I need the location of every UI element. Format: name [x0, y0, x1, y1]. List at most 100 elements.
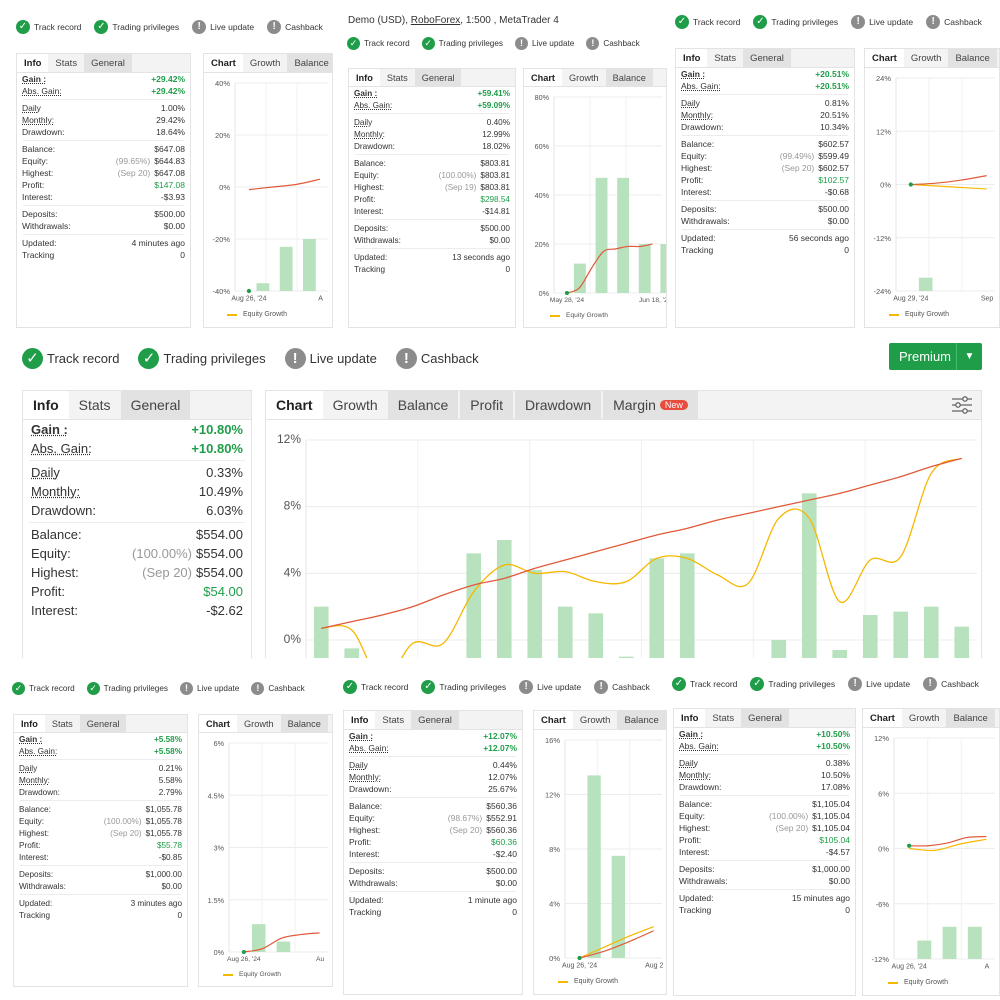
tab-stats[interactable]: Stats [386, 72, 408, 83]
stat-row-gain: Gain : +29.42% [17, 73, 190, 85]
chart-legend[interactable]: Equity Growth [223, 971, 281, 978]
tab-growth[interactable]: Growth [904, 49, 949, 67]
y-tick-label: 0% [549, 954, 560, 963]
premium-button[interactable]: Premium ▼ [889, 343, 982, 370]
badge-trading-privileges[interactable]: ✓ Trading privileges [94, 20, 179, 34]
tab-drawdown[interactable]: Drawdown [514, 391, 602, 419]
tab-stats[interactable]: Stats [55, 57, 78, 69]
tab-chart[interactable]: Chart [865, 49, 904, 67]
chart-panel: Chart Growth Balance 40% 20% 0% -20% -40% Aug 26… [203, 53, 333, 328]
tab-info[interactable]: Info [344, 711, 376, 729]
tab-balance[interactable]: Balance [280, 715, 328, 732]
tab-chart[interactable]: Chart [204, 54, 243, 72]
badge-trading-privileges[interactable]: ✓ Trading privileges [750, 677, 835, 691]
chart-legend[interactable]: Equity Growth [888, 979, 948, 986]
badge-track-record[interactable]: ✓ Track record [22, 348, 119, 369]
tab-growth[interactable]: Growth [323, 391, 388, 419]
tab-growth[interactable]: Growth [902, 709, 947, 727]
badge-trading-privileges[interactable]: ✓ Trading privileges [138, 348, 266, 369]
badge-trading-privileges[interactable]: ✓ Trading privileges [86, 682, 168, 695]
tab-info[interactable]: Info [23, 391, 69, 419]
y-tick-label: 8% [284, 499, 302, 513]
tab-growth[interactable]: Growth [237, 715, 281, 732]
badge-strip: ✓ Track record ✓ Trading privileges ! Live up… [343, 680, 663, 694]
tab-general[interactable]: General [411, 711, 459, 729]
tab-balance[interactable]: Balance [605, 69, 653, 86]
badge-trading-privileges[interactable]: ✓ Trading privileges [421, 680, 506, 694]
tab-growth[interactable]: Growth [573, 711, 618, 729]
tab-info[interactable]: Info [676, 49, 708, 67]
tab-general[interactable]: General [743, 49, 791, 67]
badge-live-update[interactable]: ! Live update [192, 20, 254, 34]
tab-stats[interactable]: Stats [51, 718, 73, 729]
tab-chart[interactable]: Chart [199, 715, 237, 732]
tab-info[interactable]: Info [17, 54, 49, 72]
badge-track-record[interactable]: ✓ Track record [347, 37, 410, 50]
badge-cashback[interactable]: ! Cashback [395, 348, 479, 369]
tab-chart[interactable]: Chart [534, 711, 573, 729]
stat-value-wrap: 12.99% [482, 130, 510, 139]
tab-chart[interactable]: Chart [524, 69, 562, 86]
chart-legend[interactable]: Equity Growth [550, 312, 608, 319]
badge-track-record[interactable]: ✓ Track record [16, 20, 81, 34]
badge-cashback[interactable]: ! Cashback [586, 37, 640, 50]
stat-value-wrap: 18.64% [156, 127, 185, 137]
tab-balance[interactable]: Balance [946, 709, 995, 727]
badge-live-update[interactable]: ! Live update [284, 348, 377, 369]
tab-info[interactable]: Info [349, 69, 380, 86]
tab-label: Balance [955, 52, 990, 64]
growth-chart: 12% 8% 4% 0% [277, 432, 977, 658]
badge-live-update[interactable]: ! Live update [514, 37, 574, 50]
badge-track-record[interactable]: ✓ Track record [672, 677, 737, 691]
tab-general[interactable]: General [120, 391, 191, 419]
tab-balance[interactable]: Balance [287, 54, 332, 72]
badge-live-update[interactable]: ! Live update [851, 15, 913, 29]
badge-track-record[interactable]: ✓ Track record [343, 680, 408, 694]
tab-info[interactable]: Info [674, 709, 706, 727]
stat-value-wrap: 17.08% [821, 782, 850, 792]
new-badge: New [659, 400, 688, 410]
tab-balance[interactable]: Balance [617, 711, 666, 729]
badge-track-record[interactable]: ✓ Track record [675, 15, 740, 29]
badge-cashback[interactable]: ! Cashback [267, 20, 323, 34]
badge-cashback[interactable]: ! Cashback [251, 682, 305, 695]
tab-chart[interactable]: Chart [266, 391, 323, 419]
tab-margin[interactable]: Margin New [603, 391, 698, 419]
chart-legend[interactable]: Equity Growth [227, 311, 287, 318]
tab-general[interactable]: General [79, 715, 127, 732]
badge-live-update[interactable]: ! Live update [519, 680, 581, 694]
tab-general[interactable]: General [84, 54, 132, 72]
tab-profit[interactable]: Profit [460, 391, 513, 419]
broker-link[interactable]: RoboForex [410, 15, 461, 26]
tab-balance[interactable]: Balance [948, 49, 997, 67]
stat-row-withdrawals: Withdrawals: $0.00 [676, 215, 854, 227]
tab-info[interactable]: Info [14, 715, 45, 732]
badge-live-update[interactable]: ! Live update [848, 677, 910, 691]
badge-cashback[interactable]: ! Cashback [926, 15, 982, 29]
tab-chart[interactable]: Chart [863, 709, 902, 727]
tab-growth[interactable]: Growth [562, 69, 606, 86]
tab-general[interactable]: General [414, 69, 462, 86]
badge-live-update[interactable]: ! Live update [179, 682, 239, 695]
badge-track-record[interactable]: ✓ Track record [12, 682, 75, 695]
tab-general[interactable]: General [741, 709, 789, 727]
badge-cashback[interactable]: ! Cashback [923, 677, 979, 691]
stat-row-equity: Equity: (100.00%) $1,055.78 [14, 815, 187, 827]
chevron-down-icon[interactable]: ▼ [956, 343, 982, 370]
badge-trading-privileges[interactable]: ✓ Trading privileges [421, 37, 503, 50]
tab-stats[interactable]: Stats [78, 397, 111, 413]
divider [350, 891, 516, 892]
tab-stats[interactable]: Stats [382, 714, 405, 726]
stat-subvalue: (Sep 20) [775, 823, 809, 833]
stat-row-monthly: Monthly: 12.99% [349, 128, 515, 140]
badge-trading-privileges[interactable]: ✓ Trading privileges [753, 15, 838, 29]
tab-balance[interactable]: Balance [387, 391, 459, 419]
tab-stats[interactable]: Stats [712, 712, 735, 724]
chart-settings-icon[interactable] [950, 395, 974, 415]
tab-growth[interactable]: Growth [243, 54, 288, 72]
stat-label: Updated: [19, 898, 53, 908]
chart-legend[interactable]: Equity Growth [889, 311, 949, 318]
tab-stats[interactable]: Stats [714, 52, 737, 64]
badge-cashback[interactable]: ! Cashback [594, 680, 650, 694]
chart-legend[interactable]: Equity Growth [558, 978, 618, 985]
